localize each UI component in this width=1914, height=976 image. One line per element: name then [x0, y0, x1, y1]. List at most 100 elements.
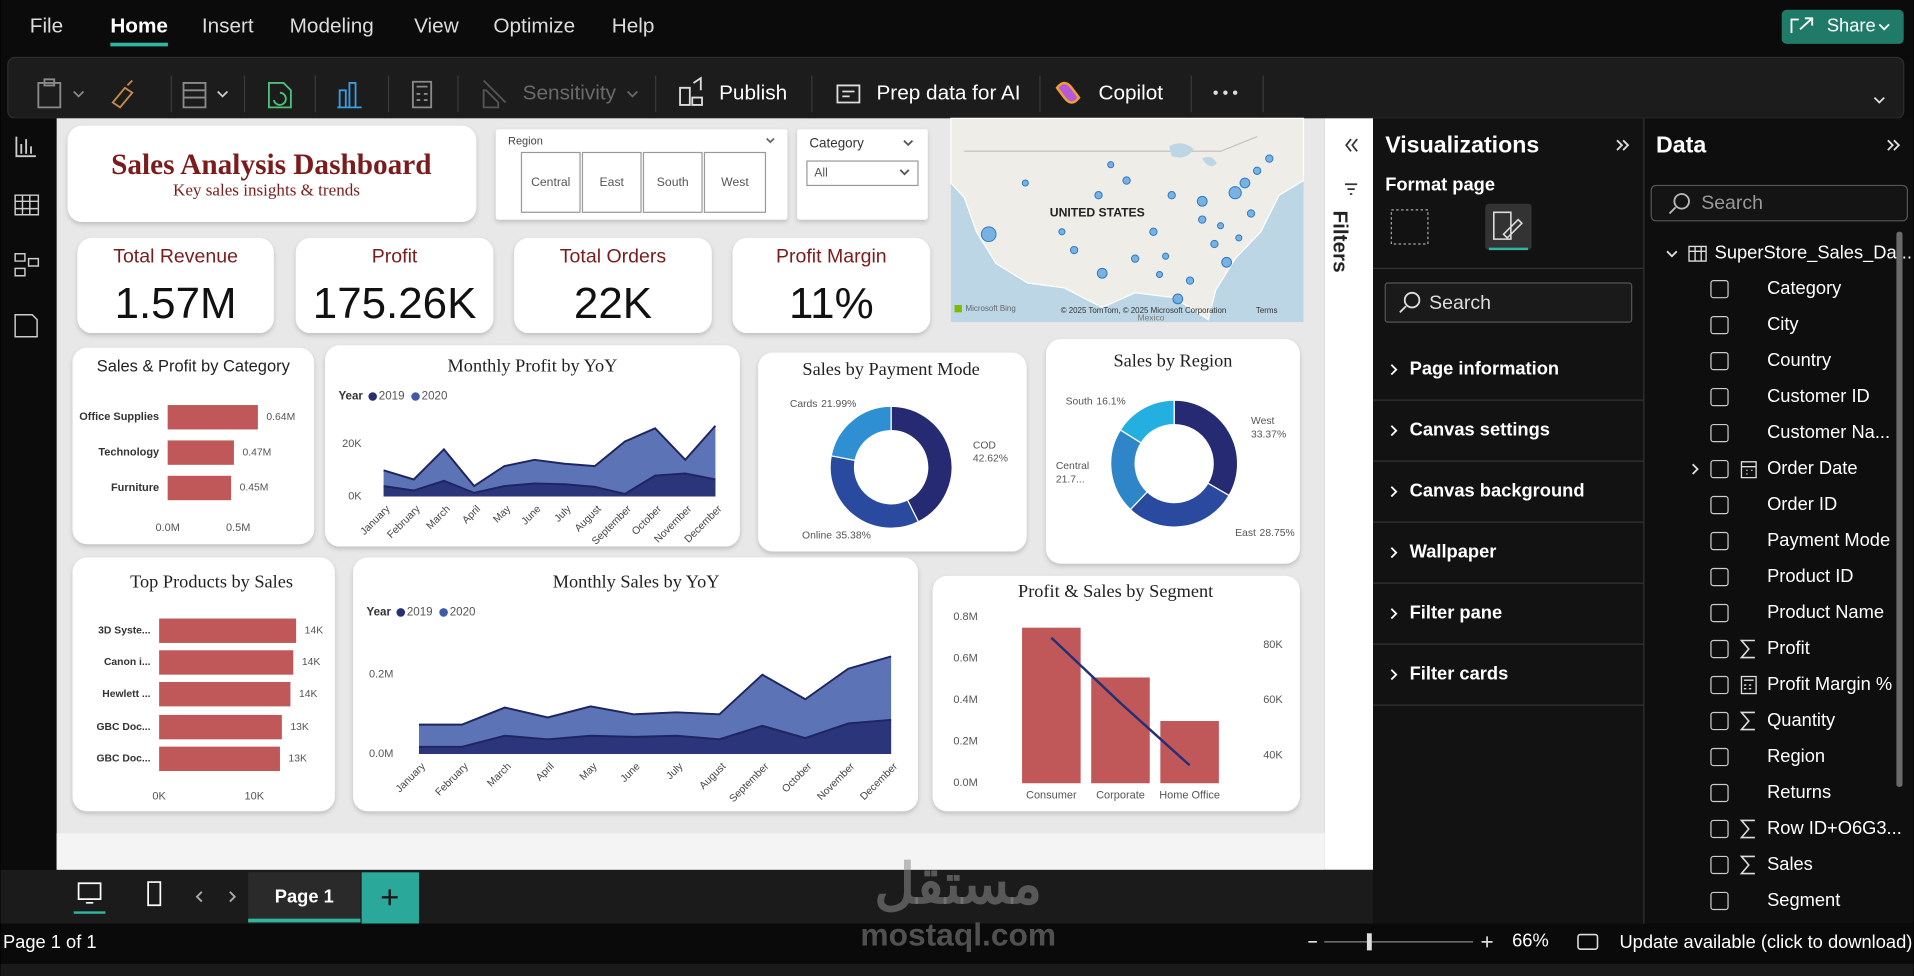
field-checkbox[interactable]: [1710, 495, 1729, 515]
ribbon-button[interactable]: Copilot: [1099, 81, 1164, 104]
menu-item[interactable]: Modeling: [290, 14, 374, 37]
table-name[interactable]: SuperStore_Sales_Da...: [1715, 242, 1912, 264]
field-name[interactable]: Returns: [1767, 781, 1831, 802]
chart-title: Sales by Payment Mode: [802, 359, 979, 379]
collapse-icon: [1345, 138, 1358, 152]
slicer-option[interactable]: [520, 151, 581, 213]
field-checkbox[interactable]: [1710, 423, 1729, 443]
slicer-option-label[interactable]: West: [721, 175, 749, 189]
field-checkbox[interactable]: [1710, 459, 1729, 479]
field-checkbox[interactable]: [1710, 279, 1729, 299]
status-bar: [0, 923, 1914, 964]
slicer-option[interactable]: [642, 151, 703, 213]
slicer-selected[interactable]: All: [814, 165, 828, 179]
data-label: 0.45M: [240, 483, 269, 494]
field-name[interactable]: Order Date: [1767, 457, 1858, 478]
menu-item[interactable]: Help: [612, 14, 655, 37]
slicer-option[interactable]: [581, 151, 642, 213]
field-checkbox[interactable]: [1710, 603, 1729, 623]
field-checkbox[interactable]: [1710, 855, 1729, 875]
field-name[interactable]: Segment: [1767, 889, 1840, 910]
field-name[interactable]: Country: [1767, 349, 1832, 370]
chevron-icon: [1692, 463, 1699, 475]
y-tick-label: 0.8M: [953, 611, 977, 623]
visualizations-pane: [1373, 118, 1644, 924]
field-name[interactable]: Quantity: [1767, 709, 1836, 730]
field-checkbox[interactable]: [1710, 711, 1729, 731]
menu-item[interactable]: File: [30, 14, 63, 37]
share-label[interactable]: Share: [1827, 15, 1876, 36]
field-checkbox[interactable]: [1710, 531, 1729, 551]
map-lakes: [1169, 143, 1217, 167]
field-name[interactable]: Payment Mode: [1767, 529, 1890, 550]
search-placeholder[interactable]: Search: [1701, 192, 1763, 214]
section-header[interactable]: Wallpaper: [1410, 540, 1497, 561]
build-visual-tab[interactable]: [1390, 209, 1429, 245]
slicer-option-label[interactable]: South: [657, 175, 689, 189]
update-notice[interactable]: Update available (click to download): [1619, 931, 1912, 952]
slicer-option[interactable]: [703, 151, 767, 213]
menu-item[interactable]: Optimize: [493, 14, 575, 37]
section-header[interactable]: Canvas settings: [1410, 418, 1550, 439]
field-name[interactable]: Product ID: [1767, 565, 1853, 586]
slicer-option-label[interactable]: Central: [531, 175, 570, 189]
zoom-level[interactable]: 66%: [1512, 930, 1549, 951]
bar: [167, 440, 234, 465]
menu-item[interactable]: Insert: [202, 14, 254, 37]
slicer-option-label[interactable]: East: [600, 175, 625, 189]
menu-item[interactable]: Home: [110, 14, 168, 37]
section-header[interactable]: Canvas background: [1410, 479, 1585, 500]
field-checkbox[interactable]: [1710, 351, 1729, 371]
zoom-thumb[interactable]: [1366, 933, 1372, 951]
field-name[interactable]: Sales: [1767, 853, 1813, 874]
ribbon-button[interactable]: Prep data for AI: [876, 81, 1020, 104]
chevron-icon: [903, 139, 914, 147]
menu-item[interactable]: View: [414, 14, 460, 37]
slicer-dropdown[interactable]: [806, 160, 919, 187]
map-terms[interactable]: Terms: [1256, 306, 1278, 315]
field-checkbox[interactable]: [1710, 639, 1729, 659]
x-tick-label: 10K: [245, 791, 265, 803]
field-checkbox[interactable]: [1710, 747, 1729, 767]
field-name[interactable]: Customer ID: [1767, 385, 1870, 406]
search-placeholder[interactable]: Search: [1429, 292, 1491, 314]
section-header[interactable]: Filter pane: [1410, 601, 1503, 622]
field-name[interactable]: Profit: [1767, 637, 1810, 658]
filters-label[interactable]: Filters: [1328, 210, 1351, 272]
fit-page-icon[interactable]: [1577, 933, 1599, 950]
canvas-bottom: [56, 833, 1325, 870]
field-checkbox[interactable]: [1710, 891, 1729, 911]
section-header[interactable]: Filter cards: [1410, 662, 1509, 683]
field-checkbox[interactable]: [1710, 315, 1729, 335]
chevron-icon: [73, 90, 85, 98]
page-tab[interactable]: [248, 872, 361, 924]
field-name[interactable]: Region: [1767, 745, 1825, 766]
field-name[interactable]: Order ID: [1767, 493, 1837, 514]
field-name[interactable]: Profit Margin %: [1767, 673, 1892, 694]
chevron-icon: [1878, 23, 1890, 31]
data-label-category: Online: [802, 530, 832, 541]
field-name[interactable]: Customer Na...: [1767, 421, 1890, 442]
map-bubble: [1246, 209, 1256, 218]
data-label-category: Cards: [790, 399, 818, 410]
field-name[interactable]: Category: [1767, 277, 1842, 298]
y-tick-label: 0.0M: [369, 748, 393, 760]
x-tick-label: 0.5M: [226, 522, 250, 534]
page-tab-label[interactable]: Page 1: [275, 886, 334, 907]
field-name[interactable]: Row ID+O6G3...: [1767, 817, 1902, 838]
field-name[interactable]: Product Name: [1767, 601, 1884, 622]
search-box[interactable]: [1650, 184, 1908, 222]
section-header[interactable]: Page information: [1410, 357, 1559, 378]
data-label: 14K: [305, 625, 324, 636]
search-box[interactable]: [1384, 282, 1633, 323]
ribbon-button[interactable]: Publish: [719, 81, 787, 104]
field-name[interactable]: City: [1767, 313, 1799, 334]
field-checkbox[interactable]: [1710, 783, 1729, 803]
visual-card: [1046, 339, 1300, 564]
field-checkbox[interactable]: [1710, 675, 1729, 695]
field-checkbox[interactable]: [1710, 819, 1729, 839]
chevron-icon: [1873, 96, 1885, 104]
field-checkbox[interactable]: [1710, 387, 1729, 407]
format-tab[interactable]: [1485, 203, 1532, 251]
field-checkbox[interactable]: [1710, 567, 1729, 587]
